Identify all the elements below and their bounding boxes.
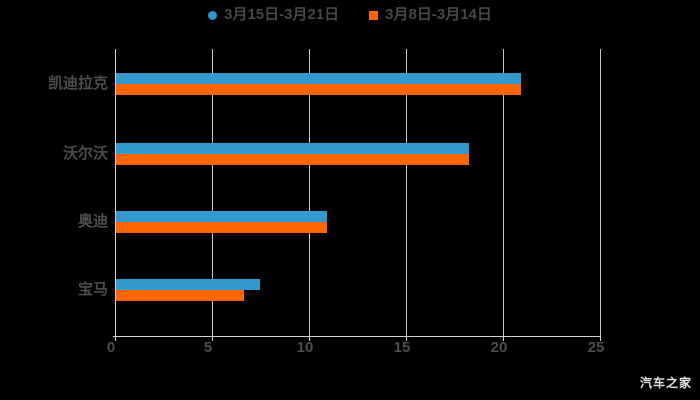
x-axis-tick-10: [309, 337, 310, 341]
bar-沃尔沃-series1[interactable]: [116, 142, 469, 154]
bar-宝马-series2[interactable]: [116, 290, 244, 301]
gridline-x-5: [212, 49, 213, 336]
bar-沃尔沃-series2[interactable]: [116, 153, 469, 165]
x-tick-label-15: 15: [393, 339, 411, 356]
bar-凯迪拉克-series2[interactable]: [116, 84, 521, 95]
legend-circle-icon: [208, 10, 218, 20]
gridline-x-15: [406, 49, 407, 336]
bar-奥迪-series1[interactable]: [116, 211, 327, 222]
x-axis-tick-0: [115, 337, 116, 341]
x-axis-tick-20: [503, 337, 504, 341]
category-label-4: 宝马: [77, 281, 108, 298]
legend-label-1: 3月15日-3月21日: [224, 6, 340, 23]
bar-凯迪拉克-series1[interactable]: [116, 73, 521, 84]
x-tick-label-20: 20: [490, 339, 508, 356]
gridline-x-25: [600, 49, 601, 336]
x-axis-tick-15: [406, 337, 407, 341]
x-tick-label-25: 25: [587, 339, 605, 356]
category-label-2: 沃尔沃: [62, 144, 108, 162]
category-label-3: 奥迪: [77, 213, 108, 230]
bar-宝马-series1[interactable]: [116, 279, 260, 290]
gridline-x-20: [503, 49, 504, 336]
x-tick-label-0: 0: [106, 339, 116, 356]
watermark-autohome: 汽车之家: [639, 376, 692, 390]
legend-item-1[interactable]: 3月15日-3月21日: [208, 7, 339, 23]
x-axis-line: [113, 336, 601, 337]
x-axis-tick-25: [600, 337, 601, 341]
x-tick-label-5: 5: [203, 339, 213, 356]
legend-label-2: 3月8日-3月14日: [385, 6, 492, 23]
legend-item-2[interactable]: 3月8日-3月14日: [369, 7, 492, 23]
legend-square-icon: [369, 10, 379, 20]
x-axis-tick-5: [212, 337, 213, 341]
gridline-x-10: [309, 49, 310, 336]
legend: 3月15日-3月21日 3月8日-3月14日: [0, 7, 700, 23]
category-label-1: 凯迪拉克: [47, 75, 108, 92]
y-axis-line: [115, 49, 116, 337]
bar-奥迪-series2[interactable]: [116, 222, 327, 233]
x-tick-label-10: 10: [296, 339, 314, 356]
